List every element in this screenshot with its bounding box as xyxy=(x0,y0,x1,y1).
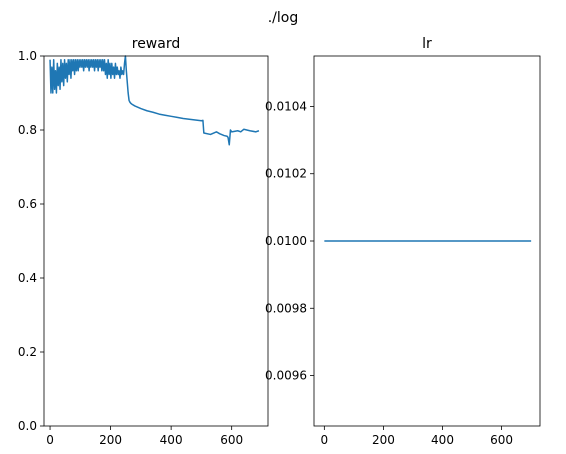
reward-x-tick-label: 0 xyxy=(46,433,54,447)
lr-x-tick-label: 600 xyxy=(490,433,513,447)
reward-y-tick-label: 0.2 xyxy=(18,345,37,359)
lr-x-tick-label: 0 xyxy=(321,433,329,447)
reward-subplot: reward 0 200 400 600 0.0 0.2 0.4 0.6 0.8 1.0 xyxy=(18,36,268,447)
reward-y-tick-label: 1.0 xyxy=(18,49,37,63)
lr-y-tick-label: 0.0096 xyxy=(265,369,307,383)
reward-y-tick-label: 0.8 xyxy=(18,123,37,137)
reward-y-tick-label: 0.0 xyxy=(18,419,37,433)
lr-x-tick-label: 400 xyxy=(431,433,454,447)
lr-subplot: lr 0 200 400 600 0.0096 0.0098 0.0100 0.0102 0.01… xyxy=(265,36,540,447)
lr-y-tick-label: 0.0098 xyxy=(265,301,307,315)
lr-x-tick-label: 200 xyxy=(372,433,395,447)
reward-y-tick-label: 0.4 xyxy=(18,271,37,285)
reward-y-tick-label: 0.6 xyxy=(18,197,37,211)
reward-series-line-0 xyxy=(50,56,259,145)
reward-x-tick-label: 200 xyxy=(99,433,122,447)
lr-y-tick-label: 0.0102 xyxy=(265,167,307,181)
lr-title: lr xyxy=(422,36,432,52)
lr-y-tick-label: 0.0104 xyxy=(265,99,307,113)
reward-x-tick-label: 600 xyxy=(220,433,243,447)
figure-title: ./log xyxy=(268,10,299,26)
reward-title: reward xyxy=(132,36,181,52)
lr-y-tick-label: 0.0100 xyxy=(265,234,307,248)
reward-axes-frame xyxy=(44,56,268,426)
reward-x-tick-label: 400 xyxy=(160,433,183,447)
